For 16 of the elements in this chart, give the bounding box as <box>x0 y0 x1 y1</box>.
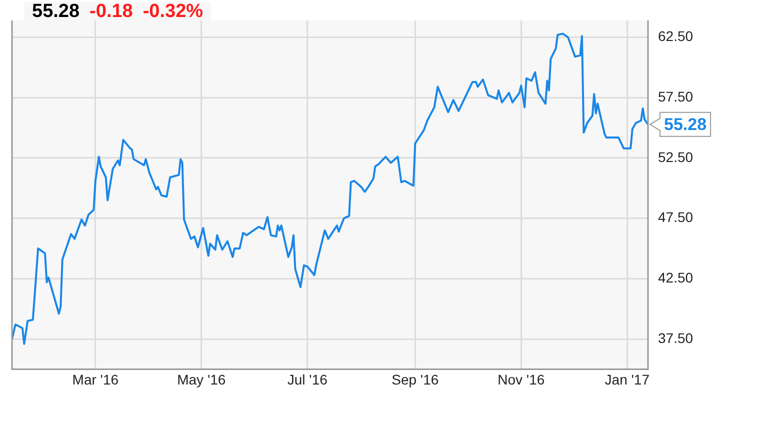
y-tick-label: 37.50 <box>658 330 694 346</box>
y-tick-label: 42.50 <box>658 270 694 286</box>
y-tick-label: 62.50 <box>658 28 694 44</box>
annotation: -0.32% <box>142 1 204 23</box>
x-tick-label: Mar '16 <box>72 371 119 388</box>
x-tick-label: Jan '17 <box>604 371 650 388</box>
x-tick-label: May '16 <box>177 371 226 388</box>
x-tick-label: Nov '16 <box>498 371 545 388</box>
y-tick-label: 47.50 <box>658 209 694 226</box>
y-tick-label: 57.50 <box>658 88 694 104</box>
annotation: 55.28 <box>664 115 707 134</box>
chart-title: 55.28 <box>32 1 80 23</box>
x-tick-label: Sep '16 <box>392 371 439 388</box>
annotation: -0.18 <box>90 1 133 23</box>
x-tick-label: Jul '16 <box>287 371 328 388</box>
y-tick-label: 52.50 <box>658 148 694 165</box>
